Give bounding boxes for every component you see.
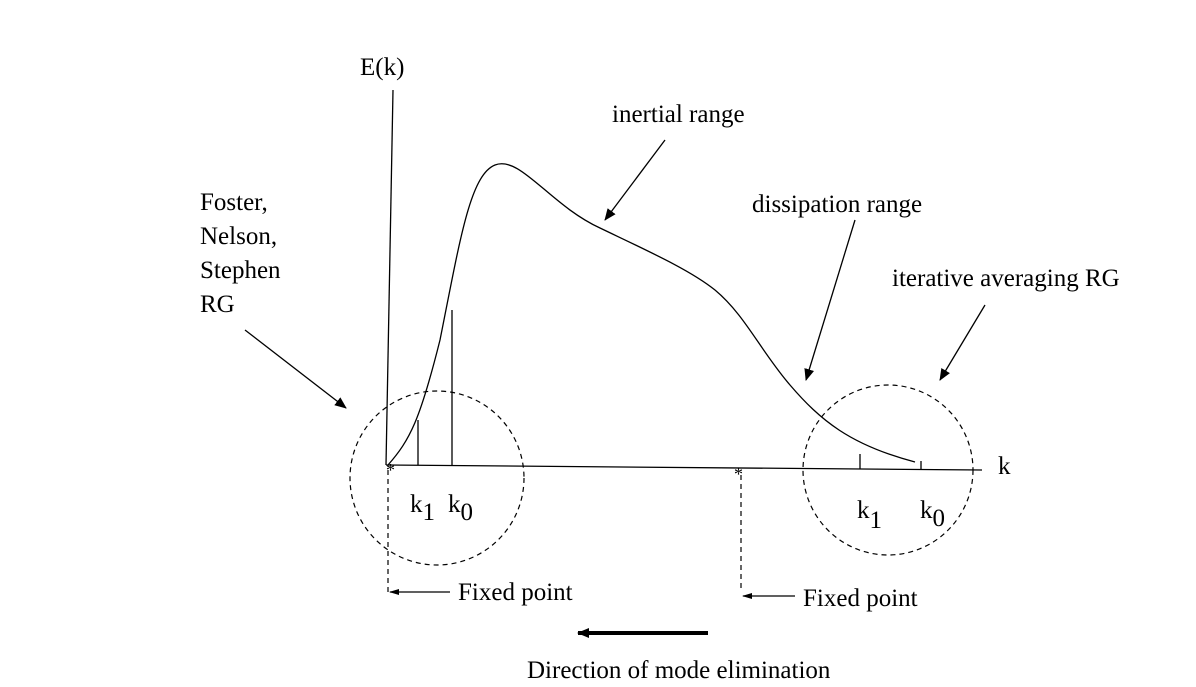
fixed-point-label: Fixed point <box>458 579 573 606</box>
inertial-label: inertial range <box>612 101 745 128</box>
direction-label: Direction of mode elimination <box>527 657 831 684</box>
x-label: k <box>998 453 1011 480</box>
asterisk: * <box>386 460 395 480</box>
y-label: E(k) <box>360 54 404 81</box>
arrow <box>604 139 666 221</box>
fixed-point-label: Fixed point <box>803 585 918 612</box>
arrow <box>804 219 856 381</box>
k-mark: k0 <box>448 491 473 526</box>
spectrum-curve <box>387 163 916 466</box>
k-mark: k1 <box>410 491 435 526</box>
right-circle <box>802 384 974 556</box>
dissipation-label: dissipation range <box>752 191 922 218</box>
fns-label: RG <box>200 291 235 318</box>
fns-label: Foster, <box>200 189 268 216</box>
arrow <box>939 304 986 381</box>
fns-label: Stephen <box>200 257 281 284</box>
fns-label: Nelson, <box>200 223 277 250</box>
k-mark: k1 <box>857 497 882 534</box>
arrow <box>244 329 347 409</box>
ticks <box>417 310 922 470</box>
left-circle <box>349 390 525 566</box>
axes <box>385 89 983 471</box>
k-mark: k0 <box>920 497 945 532</box>
asterisk: * <box>734 464 743 484</box>
iterative-label: iterative averaging RG <box>892 265 1120 292</box>
